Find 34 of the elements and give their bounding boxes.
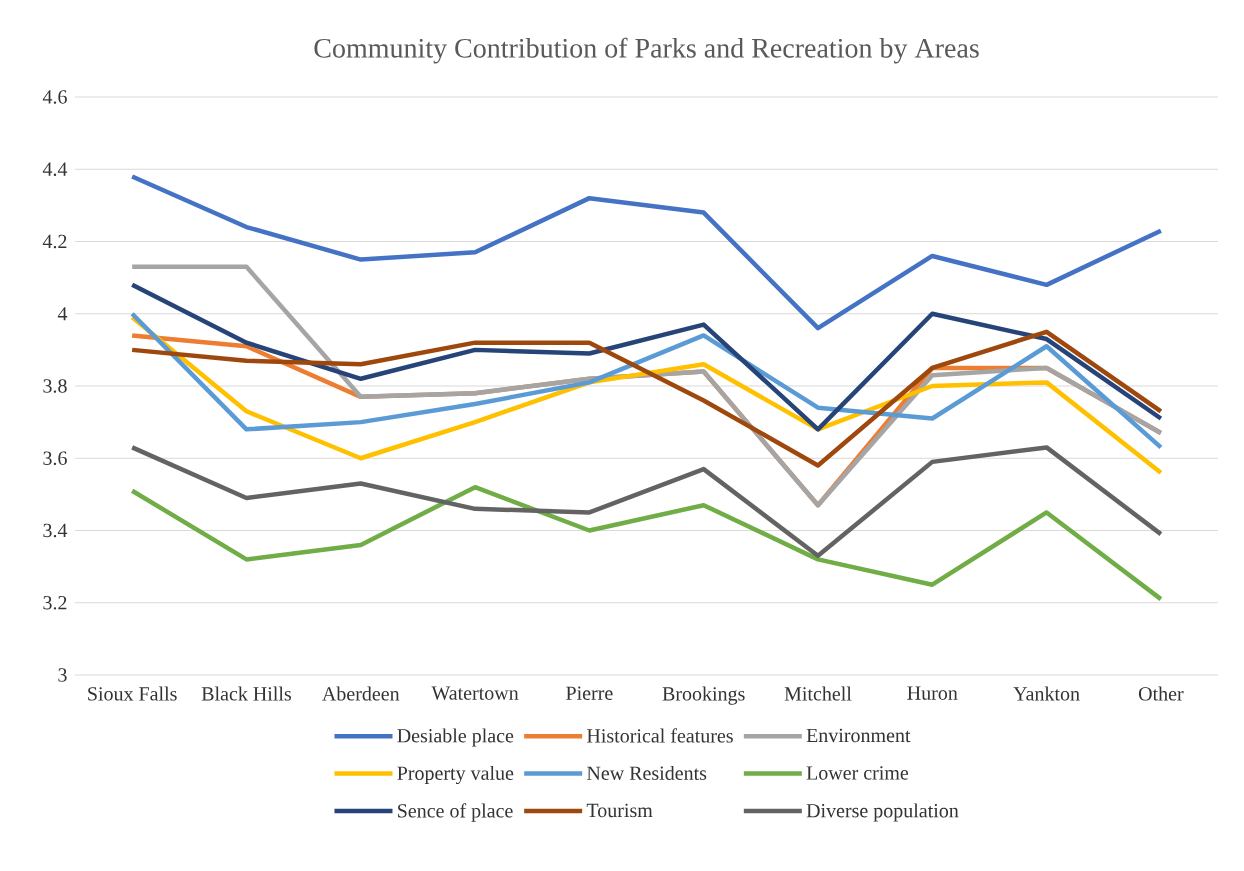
line-series [129,282,1164,432]
x-tick-label: Yankton [1013,686,1080,701]
y-tick-label: 4 [57,307,68,321]
y-tick-label: 3.8 [43,379,67,393]
legend-label: Diverse population [806,803,959,822]
y-tick-label: 4.4 [42,162,68,176]
y-tick-label: 4.2 [42,234,67,249]
y-tick-label: 3.6 [43,451,67,466]
legend-label: Historical features [587,728,733,743]
x-tick-label: Aberdeen [322,686,400,701]
y-tick-label: 3.4 [43,523,68,538]
line-series [129,445,1164,559]
line-series [129,311,1164,450]
y-tick-label: 4.6 [42,90,67,104]
legend-label: Sence of place [398,803,513,822]
line-series [129,174,1164,331]
x-tick-label: Watertown [431,686,519,700]
legend-label: Property value [397,765,514,785]
x-tick-label: Black Hills [201,686,291,701]
legend-label: Tourism [586,803,653,818]
x-tick-label: Other [1138,686,1184,701]
legend-label: New Residents [587,765,707,780]
y-tick-label: 3.2 [43,595,67,610]
line-series [129,484,1164,602]
x-tick-label: Sioux Falls [88,686,177,701]
legend-label: Desiable place [397,728,514,747]
x-tick-label: Pierre [566,686,613,700]
x-tick-label: Huron [907,686,958,700]
y-tick-label: 3 [58,668,67,682]
chart-title: Community Contribution of Parks and Recreation by Areas [314,37,979,64]
legend-label: Environment [806,728,911,743]
x-tick-label: Mitchell [784,686,852,701]
legend-label: Lower crime [806,766,909,780]
x-tick-label: Brookings [662,686,745,705]
